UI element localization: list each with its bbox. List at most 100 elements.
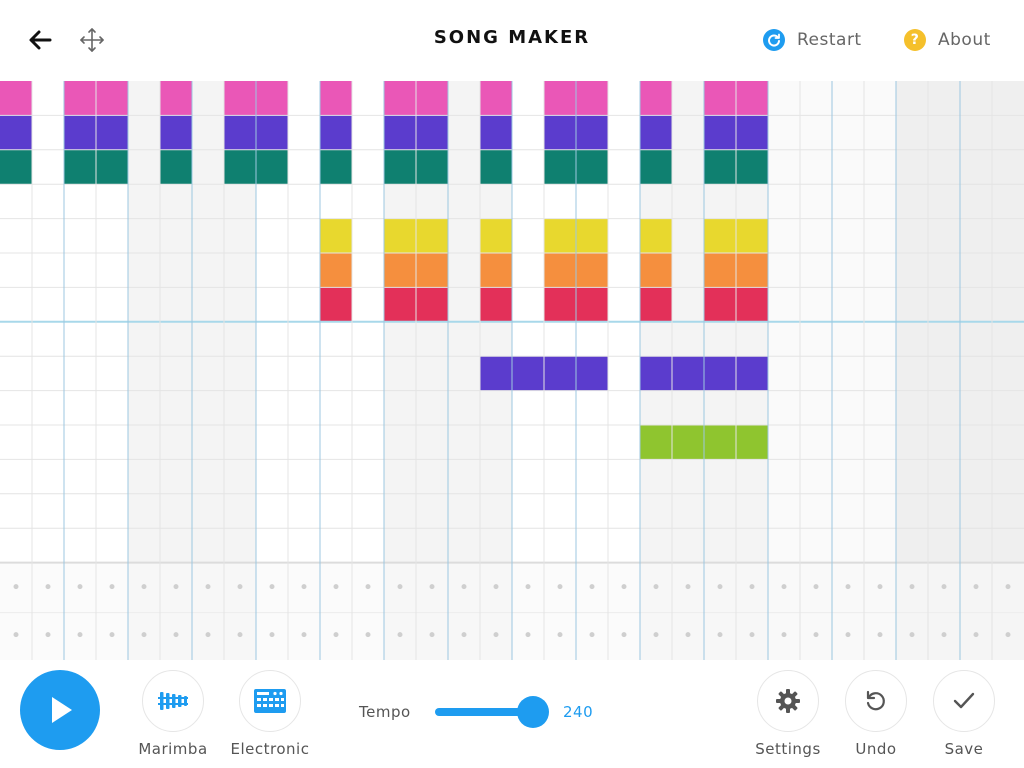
note-cell[interactable] bbox=[0, 81, 32, 116]
note-cell[interactable] bbox=[160, 149, 192, 185]
note-cell[interactable] bbox=[320, 81, 352, 116]
note-cell[interactable] bbox=[640, 253, 672, 288]
note-cell[interactable] bbox=[640, 149, 672, 185]
note-cell[interactable] bbox=[544, 218, 576, 253]
note-cell[interactable] bbox=[480, 253, 512, 288]
note-cell[interactable] bbox=[736, 81, 768, 116]
note-cell[interactable] bbox=[704, 356, 736, 391]
note-cell[interactable] bbox=[416, 115, 448, 150]
note-cell[interactable] bbox=[704, 218, 736, 253]
note-cell[interactable] bbox=[544, 81, 576, 116]
note-cell[interactable] bbox=[704, 149, 736, 185]
note-cell[interactable] bbox=[416, 81, 448, 116]
note-cell[interactable] bbox=[384, 253, 416, 288]
note-cell[interactable] bbox=[256, 81, 288, 116]
note-cell[interactable] bbox=[320, 287, 352, 322]
note-cell[interactable] bbox=[256, 149, 288, 185]
note-cell[interactable] bbox=[0, 115, 32, 150]
note-cell[interactable] bbox=[224, 149, 256, 185]
percussion-dot-top bbox=[141, 584, 147, 590]
play-button[interactable] bbox=[20, 670, 100, 750]
note-cell[interactable] bbox=[576, 218, 608, 253]
note-cell[interactable] bbox=[736, 356, 768, 391]
note-cell[interactable] bbox=[544, 253, 576, 288]
note-cell[interactable] bbox=[704, 287, 736, 322]
note-cell[interactable] bbox=[736, 115, 768, 150]
note-cell[interactable] bbox=[704, 81, 736, 116]
note-cell[interactable] bbox=[736, 253, 768, 288]
note-cell[interactable] bbox=[0, 149, 32, 185]
note-cell[interactable] bbox=[96, 81, 128, 116]
note-cell[interactable] bbox=[640, 81, 672, 116]
note-cell[interactable] bbox=[576, 287, 608, 322]
note-cell[interactable] bbox=[576, 81, 608, 116]
note-cell[interactable] bbox=[384, 81, 416, 116]
note-cell[interactable] bbox=[320, 149, 352, 185]
note-cell[interactable] bbox=[480, 287, 512, 322]
note-cell[interactable] bbox=[96, 115, 128, 150]
note-cell[interactable] bbox=[320, 253, 352, 288]
note-cell[interactable] bbox=[416, 253, 448, 288]
note-cell[interactable] bbox=[384, 115, 416, 150]
note-cell[interactable] bbox=[672, 425, 704, 460]
note-cell[interactable] bbox=[544, 149, 576, 185]
note-cell[interactable] bbox=[704, 115, 736, 150]
note-cell[interactable] bbox=[672, 356, 704, 391]
settings-button[interactable]: Settings bbox=[743, 670, 833, 758]
note-cell[interactable] bbox=[640, 356, 672, 391]
note-cell[interactable] bbox=[480, 356, 512, 391]
note-cell[interactable] bbox=[736, 425, 768, 460]
restart-button[interactable]: Restart bbox=[763, 28, 862, 52]
about-button[interactable]: ? About bbox=[904, 28, 991, 52]
note-cell[interactable] bbox=[640, 287, 672, 322]
note-cell[interactable] bbox=[544, 115, 576, 150]
back-button[interactable] bbox=[24, 24, 56, 56]
note-cell[interactable] bbox=[512, 356, 544, 391]
note-cell[interactable] bbox=[736, 149, 768, 185]
undo-button[interactable]: Undo bbox=[831, 670, 921, 758]
note-cell[interactable] bbox=[224, 115, 256, 150]
note-cell[interactable] bbox=[96, 149, 128, 185]
move-button[interactable] bbox=[76, 24, 108, 56]
marimba-button[interactable]: Marimba bbox=[128, 670, 218, 758]
note-cell[interactable] bbox=[320, 218, 352, 253]
note-cell[interactable] bbox=[224, 81, 256, 116]
note-cell[interactable] bbox=[64, 115, 96, 150]
note-cell[interactable] bbox=[416, 149, 448, 185]
note-cell[interactable] bbox=[480, 115, 512, 150]
note-cell[interactable] bbox=[736, 218, 768, 253]
note-cell[interactable] bbox=[576, 356, 608, 391]
tempo-slider-track[interactable] bbox=[435, 708, 535, 716]
note-cell[interactable] bbox=[704, 253, 736, 288]
note-cell[interactable] bbox=[576, 115, 608, 150]
tempo-slider[interactable] bbox=[435, 696, 553, 728]
note-cell[interactable] bbox=[384, 218, 416, 253]
note-cell[interactable] bbox=[480, 149, 512, 185]
note-cell[interactable] bbox=[160, 115, 192, 150]
note-cell[interactable] bbox=[160, 81, 192, 116]
note-cell[interactable] bbox=[640, 218, 672, 253]
note-cell[interactable] bbox=[416, 287, 448, 322]
note-grid-canvas[interactable] bbox=[0, 81, 1024, 660]
note-cell[interactable] bbox=[544, 356, 576, 391]
note-cell[interactable] bbox=[736, 287, 768, 322]
note-cell[interactable] bbox=[640, 425, 672, 460]
note-cell[interactable] bbox=[480, 218, 512, 253]
note-cell[interactable] bbox=[64, 149, 96, 185]
note-cell[interactable] bbox=[320, 115, 352, 150]
note-cell[interactable] bbox=[576, 253, 608, 288]
note-cell[interactable] bbox=[416, 218, 448, 253]
note-cell[interactable] bbox=[384, 287, 416, 322]
tempo-slider-thumb[interactable] bbox=[517, 696, 549, 728]
note-grid[interactable] bbox=[0, 81, 1024, 660]
note-cell[interactable] bbox=[576, 149, 608, 185]
note-cell[interactable] bbox=[640, 115, 672, 150]
note-cell[interactable] bbox=[480, 81, 512, 116]
note-cell[interactable] bbox=[384, 149, 416, 185]
note-cell[interactable] bbox=[544, 287, 576, 322]
note-cell[interactable] bbox=[64, 81, 96, 116]
electronic-button[interactable]: Electronic bbox=[225, 670, 315, 758]
note-cell[interactable] bbox=[704, 425, 736, 460]
note-cell[interactable] bbox=[256, 115, 288, 150]
save-button[interactable]: Save bbox=[919, 670, 1009, 758]
